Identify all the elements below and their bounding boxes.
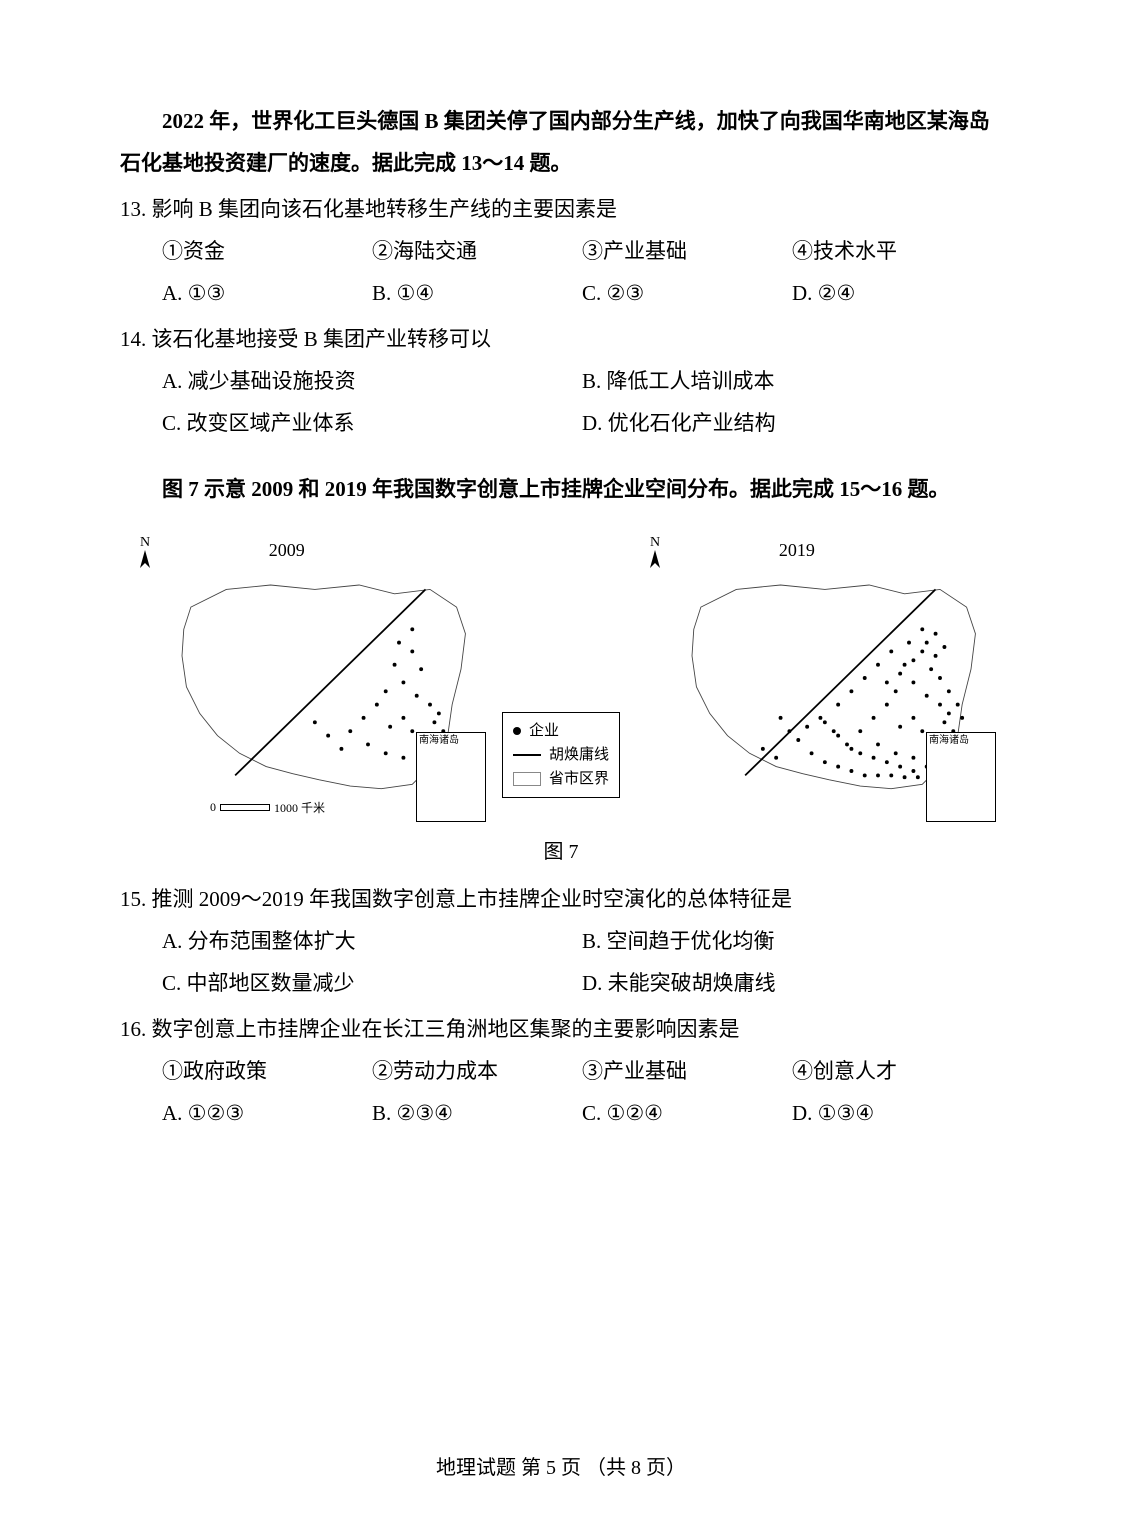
q14-opt-d: D. 优化石化产业结构 [582,402,1002,444]
q15-options-row2: C. 中部地区数量减少 D. 未能突破胡焕庸线 [120,962,1002,1004]
legend-boundary-label: 省市区界 [549,767,609,791]
north-arrow-right: N [648,536,662,576]
q14-stem: 14. 该石化基地接受 B 集团产业转移可以 [120,318,1002,360]
q14-opt-c: C. 改变区域产业体系 [162,402,582,444]
passage2-intro: 图 7 示意 2009 和 2019 年我国数字创意上市挂牌企业空间分布。据此完… [120,468,1002,510]
q16-sub-1: ①政府政策 [162,1050,372,1092]
q13-sub-1: ①资金 [162,230,372,272]
q16-sub-4: ④创意人才 [792,1050,1002,1092]
map-2009: N 2009 0 1000 千米 南海诸岛 [120,528,492,828]
legend-line-icon [513,754,541,756]
q13-opt-b: B. ①④ [372,272,582,314]
page-footer: 地理试题 第 5 页 （共 8 页） [0,1451,1122,1480]
q14-options-row2: C. 改变区域产业体系 D. 优化石化产业结构 [120,402,1002,444]
q13-opt-d: D. ②④ [792,272,1002,314]
q16-opt-c: C. ①②④ [582,1092,792,1134]
q15-opt-c: C. 中部地区数量减少 [162,962,582,1004]
q15-opt-a: A. 分布范围整体扩大 [162,920,582,962]
passage1-intro: 2022 年，世界化工巨头德国 B 集团关停了国内部分生产线，加快了向我国华南地… [120,100,1002,184]
q13-sub-4: ④技术水平 [792,230,1002,272]
q13-sub-3: ③产业基础 [582,230,792,272]
q15-stem: 15. 推测 2009～2019 年我国数字创意上市挂牌企业时空演化的总体特征是 [120,878,1002,920]
legend-huline-label: 胡焕庸线 [549,743,609,767]
inset-right: 南海诸岛 [926,732,996,822]
q13-opt-c: C. ②③ [582,272,792,314]
q15-options-row1: A. 分布范围整体扩大 B. 空间趋于优化均衡 [120,920,1002,962]
q16-subs: ①政府政策 ②劳动力成本 ③产业基础 ④创意人才 [120,1050,1002,1092]
q16-stem: 16. 数字创意上市挂牌企业在长江三角洲地区集聚的主要影响因素是 [120,1008,1002,1050]
inset-left: 南海诸岛 [416,732,486,822]
q16-opt-a: A. ①②③ [162,1092,372,1134]
q13-stem: 13. 影响 B 集团向该石化基地转移生产线的主要因素是 [120,188,1002,230]
q16-opt-d: D. ①③④ [792,1092,1002,1134]
q13-options: A. ①③ B. ①④ C. ②③ D. ②④ [120,272,1002,314]
legend-dot-icon [513,727,521,735]
q14-opt-b: B. 降低工人培训成本 [582,360,1002,402]
q13-sub-2: ②海陆交通 [372,230,582,272]
figure7-caption: 图 7 [120,834,1002,870]
q16-sub-3: ③产业基础 [582,1050,792,1092]
year-2009-label: 2009 [269,540,305,561]
legend-enterprise-label: 企业 [529,719,559,743]
figure7: N 2009 0 1000 千米 南海诸岛 企业 胡焕庸线 省市区界 N 201… [120,528,1002,828]
q15-opt-d: D. 未能突破胡焕庸线 [582,962,1002,1004]
q16-opt-b: B. ②③④ [372,1092,582,1134]
q16-options: A. ①②③ B. ②③④ C. ①②④ D. ①③④ [120,1092,1002,1134]
figure-legend: 企业 胡焕庸线 省市区界 [502,712,620,798]
map-2019: N 2019 南海诸岛 [630,528,1002,828]
q16-sub-2: ②劳动力成本 [372,1050,582,1092]
q15-opt-b: B. 空间趋于优化均衡 [582,920,1002,962]
q14-opt-a: A. 减少基础设施投资 [162,360,582,402]
q14-options-row1: A. 减少基础设施投资 B. 降低工人培训成本 [120,360,1002,402]
q13-subs: ①资金 ②海陆交通 ③产业基础 ④技术水平 [120,230,1002,272]
q13-opt-a: A. ①③ [162,272,372,314]
scale-bar-left: 0 1000 千米 [210,799,325,816]
year-2019-label: 2019 [779,540,815,561]
legend-border-icon [513,772,541,786]
north-arrow-left: N [138,536,152,576]
